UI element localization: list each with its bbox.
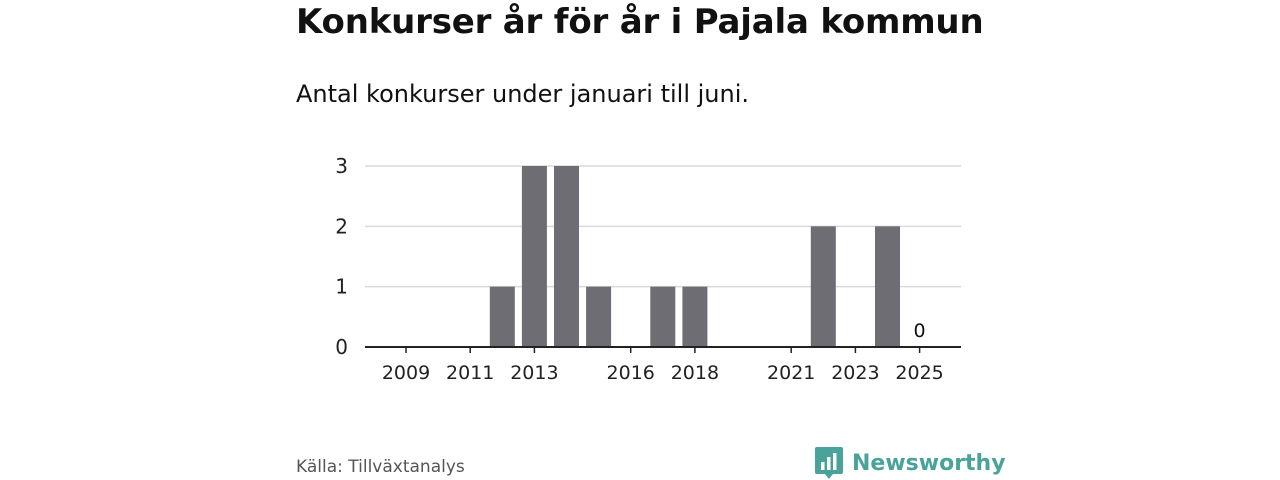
x-tick-label: 2025 xyxy=(895,362,943,384)
x-tick-label: 2013 xyxy=(510,362,558,384)
x-tick-label: 2021 xyxy=(767,362,815,384)
y-tick-label: 3 xyxy=(335,154,348,178)
x-tick-label: 2009 xyxy=(382,362,430,384)
bar-2015 xyxy=(586,286,612,347)
x-tick-label: 2016 xyxy=(607,362,655,384)
bar-2018 xyxy=(682,286,708,347)
y-tick-label: 2 xyxy=(335,214,348,238)
chart-subtitle: Antal konkurser under januari till juni. xyxy=(296,80,749,108)
bar-2017 xyxy=(650,286,676,347)
bar-2024 xyxy=(875,226,900,347)
data-label-2025: 0 xyxy=(914,320,926,342)
source-label: Källa: Tillväxtanalys xyxy=(296,457,465,477)
newsworthy-brand-name: Newsworthy xyxy=(852,450,1006,476)
y-tick-label: 1 xyxy=(335,275,348,299)
y-tick-label: 0 xyxy=(335,335,348,359)
bar-2012 xyxy=(489,286,515,347)
chart-title: Konkurser år för år i Pajala kommun xyxy=(296,2,984,42)
x-tick-label: 2011 xyxy=(446,362,494,384)
x-tick-label: 2023 xyxy=(831,362,879,384)
bar-2022 xyxy=(810,226,836,347)
bar-chart: 0 1 2 3 2009 2011 2013 2016 2018 2021 2023 2025 0 xyxy=(335,154,961,384)
x-tick-label: 2018 xyxy=(671,362,719,384)
newsworthy-brand[interactable]: Newsworthy xyxy=(814,446,1006,480)
bar-2014 xyxy=(554,166,579,347)
bar-2013 xyxy=(521,166,547,347)
newsworthy-logo-icon xyxy=(815,447,843,479)
